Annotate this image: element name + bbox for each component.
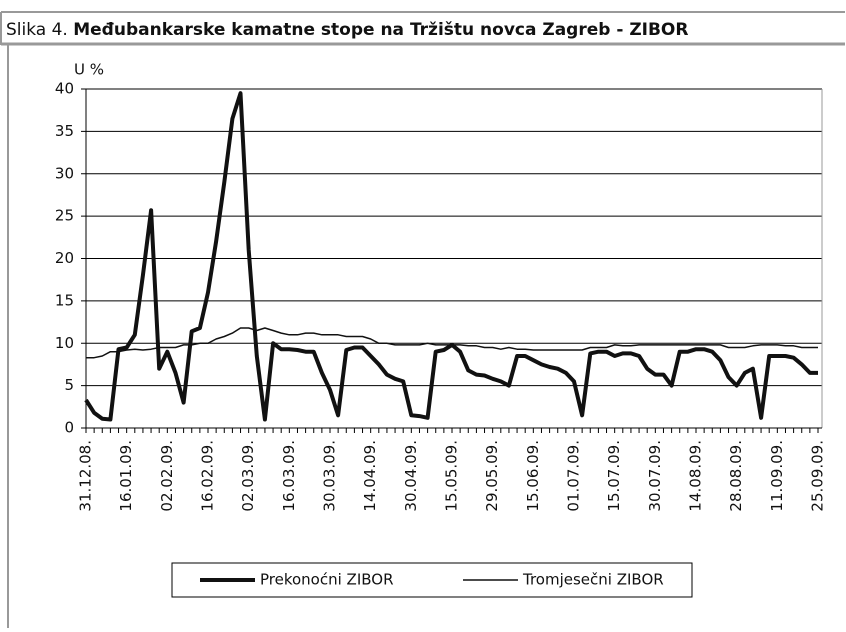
x-tick-label: 01.07.09. — [565, 440, 583, 512]
y-tick-label: 35 — [55, 122, 74, 140]
x-tick-label: 28.08.09. — [727, 440, 745, 512]
x-tick-label: 02.03.09. — [239, 440, 257, 512]
x-tick-label: 16.01.09. — [117, 440, 135, 512]
x-tick-label: 11.09.09. — [768, 440, 786, 512]
y-tick-label: 15 — [55, 291, 74, 309]
y-tick-label: 0 — [64, 419, 74, 437]
legend-label: Prekonoćni ZIBOR — [260, 571, 394, 589]
x-tick-label: 14.04.09. — [361, 440, 379, 512]
y-tick-label: 10 — [55, 334, 74, 352]
title-main: Međubankarske kamatne stope na Tržištu n… — [73, 20, 688, 40]
x-tick-label: 25.09.09. — [809, 440, 827, 512]
series-line — [86, 327, 818, 359]
x-tick-label: 16.02.09. — [199, 440, 217, 512]
x-tick-label: 30.03.09. — [321, 440, 339, 512]
y-axis-label: U % — [74, 61, 104, 79]
series-line — [84, 91, 818, 422]
y-tick-label: 25 — [55, 207, 74, 225]
x-tick-label: 15.06.09. — [524, 440, 542, 512]
y-tick-label: 20 — [55, 249, 74, 267]
y-tick-label: 40 — [55, 80, 74, 98]
x-tick-label: 14.08.09. — [687, 440, 705, 512]
x-tick-label: 15.05.09. — [443, 440, 461, 512]
legend-box — [171, 562, 693, 598]
y-tick-label: 5 — [64, 376, 74, 394]
title-prefix: Slika 4. — [6, 20, 68, 40]
x-tick-label: 31.12.08. — [77, 440, 95, 512]
y-tick-label: 30 — [55, 164, 74, 182]
x-tick-label: 30.04.09. — [402, 440, 420, 512]
legend-label: Tromjesečni ZIBOR — [522, 571, 664, 589]
x-tick-label: 29.05.09. — [483, 440, 501, 512]
chart-title: Slika 4. Međubankarske kamatne stope na … — [6, 20, 688, 40]
x-tick-label: 30.07.09. — [646, 440, 664, 512]
x-tick-label: 16.03.09. — [280, 440, 298, 512]
x-tick-label: 15.07.09. — [605, 440, 623, 512]
x-tick-label: 02.02.09. — [158, 440, 176, 512]
